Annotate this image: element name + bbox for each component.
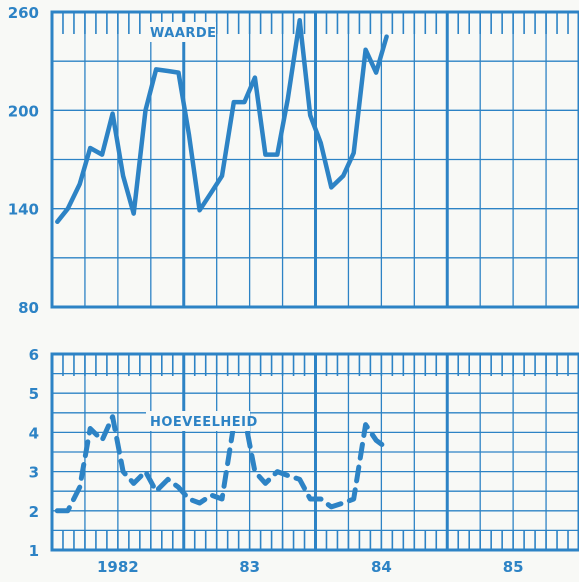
waarde-y-tick-label: 260 (8, 4, 39, 22)
x-year-label: 84 (371, 558, 392, 576)
hoeveelheid-label-bg (146, 411, 250, 431)
x-year-label: 83 (239, 558, 260, 576)
hoeveelheid-y-tick-label: 6 (29, 346, 39, 364)
hoeveelheid-y-tick-label: 5 (29, 385, 39, 403)
waarde-y-tick-label: 200 (8, 102, 39, 120)
hoeveelheid-panel: 1 2 3 4 5 6 HOEVEELHEID (29, 346, 579, 560)
waarde-series-line (55, 17, 389, 225)
waarde-y-tick-label: 140 (8, 201, 39, 219)
hoeveelheid-y-tick-label: 4 (29, 424, 39, 442)
waarde-y-tick-label: 80 (18, 299, 39, 317)
hoeveelheid-y-tick-label: 3 (29, 464, 39, 482)
hoeveelheid-series-label: HOEVEELHEID (150, 415, 258, 430)
waarde-series-label: WAARDE (150, 26, 217, 41)
x-year-label: 1982 (97, 558, 139, 576)
hoeveelheid-series-line (54, 414, 390, 514)
hoeveelheid-y-tick-label: 2 (29, 503, 39, 521)
waarde-label-bg (146, 22, 216, 42)
hoeveelheid-y-tick-label: 1 (29, 542, 39, 560)
waarde-panel: 80 140 200 260 WAARDE (8, 4, 579, 317)
x-year-label: 85 (503, 558, 524, 576)
